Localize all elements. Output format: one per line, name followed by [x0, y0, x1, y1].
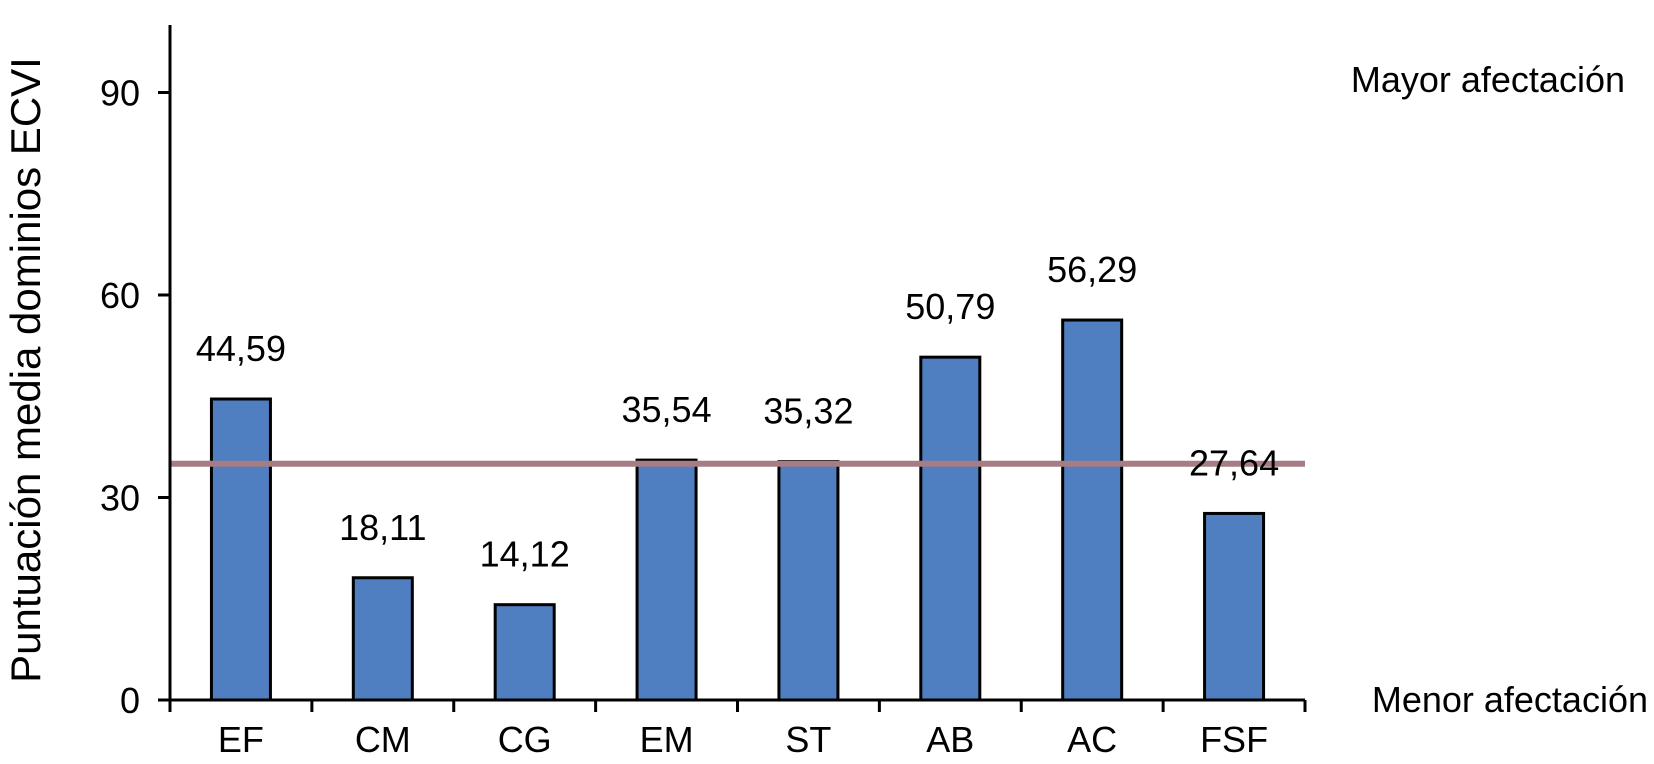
annotation-top: Mayor afectación [1351, 59, 1625, 100]
x-tick-label-ab: AB [926, 719, 974, 760]
x-tick-label-cm: CM [355, 719, 411, 760]
x-tick-label-ac: AC [1067, 719, 1117, 760]
x-tick-label-cg: CG [498, 719, 552, 760]
bar-ac [1061, 318, 1124, 702]
x-tick-label-st: ST [785, 719, 831, 760]
bar-cm [351, 576, 414, 702]
value-label-cg: 14,12 [480, 534, 570, 575]
y-tick-label-30: 30 [100, 478, 140, 519]
value-label-ac: 56,29 [1047, 249, 1137, 290]
value-label-st: 35,32 [763, 391, 853, 432]
bar-ef [209, 397, 272, 702]
value-label-ef: 44,59 [196, 328, 286, 369]
bar-st [777, 460, 840, 702]
bars-layer [209, 318, 1266, 702]
y-tick-label-90: 90 [100, 73, 140, 114]
bar-cg [493, 603, 556, 702]
y-axis-title: Puntuación media dominios ECVI [2, 57, 49, 683]
value-label-em: 35,54 [622, 389, 712, 430]
value-label-ab: 50,79 [905, 286, 995, 327]
labels-layer: 44,59 EF 18,11 CM 14,12 CG 35,54 EM 35,32 ST 50,79… [100, 73, 1279, 761]
value-label-cm: 18,11 [339, 507, 426, 548]
bar-em [635, 458, 698, 702]
x-tick-label-fsf: FSF [1200, 719, 1268, 760]
x-tick-label-em: EM [640, 719, 694, 760]
y-tick-label-60: 60 [100, 275, 140, 316]
bar-fsf [1203, 511, 1266, 702]
value-label-fsf: 27,64 [1189, 442, 1279, 483]
y-tick-label-0: 0 [120, 680, 140, 721]
x-tick-label-ef: EF [218, 719, 264, 760]
annotation-bottom: Menor afectación [1372, 679, 1648, 720]
axes-layer [158, 25, 1307, 712]
bar-ab [919, 355, 982, 702]
